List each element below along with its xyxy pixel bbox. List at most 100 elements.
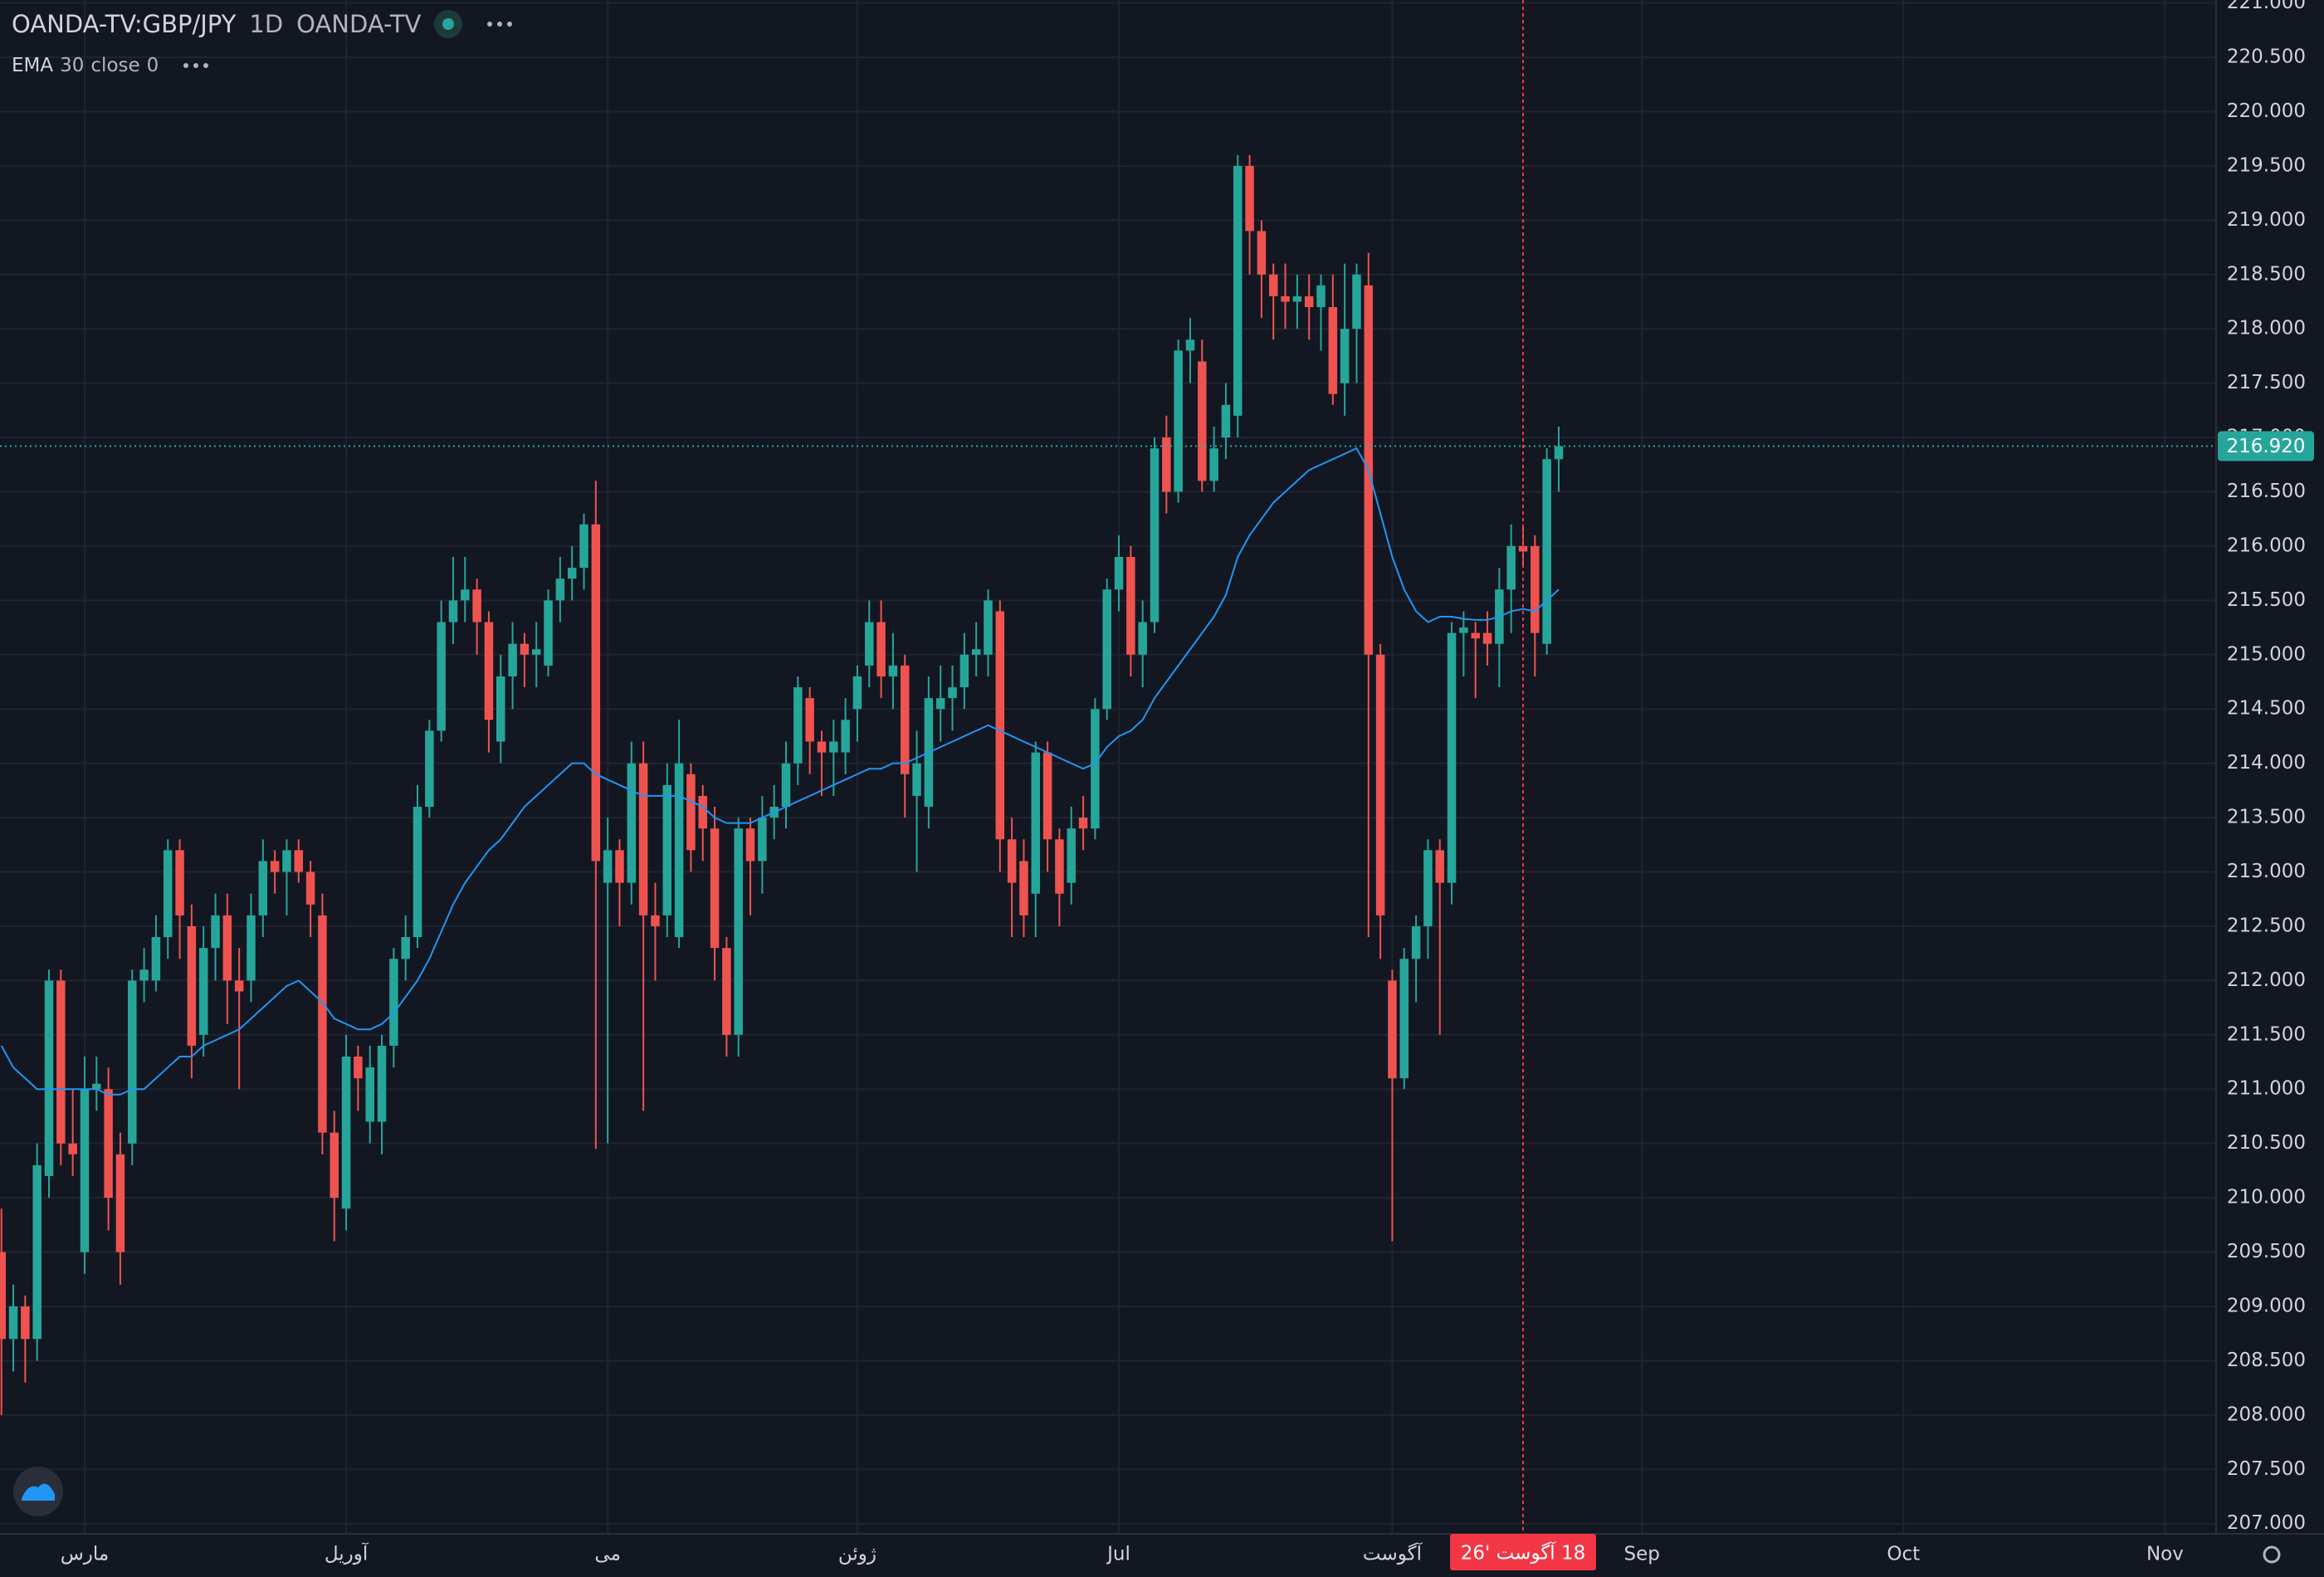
more-button[interactable]	[487, 22, 513, 27]
candle-body	[1375, 654, 1385, 915]
candle-body	[163, 850, 173, 938]
indicator-row: EMA 30 close 0	[12, 55, 209, 76]
candle	[1292, 274, 1302, 330]
candle	[686, 763, 696, 872]
candle	[1042, 741, 1052, 872]
candle	[425, 720, 434, 818]
x-tick-label: Jul	[1106, 1544, 1130, 1565]
candle-body	[508, 643, 517, 676]
candle	[1542, 448, 1551, 655]
candle-body	[1102, 589, 1111, 710]
y-tick-label: 213.000	[2227, 861, 2306, 882]
candle	[508, 622, 517, 710]
candle-body	[1091, 709, 1100, 829]
candle	[318, 893, 327, 1155]
candle	[92, 1056, 101, 1111]
candle	[175, 839, 184, 959]
candle-body	[294, 850, 304, 872]
candle-body	[1316, 285, 1326, 308]
candle	[1078, 795, 1088, 851]
candle	[1411, 915, 1421, 1003]
candle	[461, 557, 470, 622]
candle	[389, 948, 398, 1068]
candle	[1091, 698, 1100, 840]
candle	[662, 763, 672, 938]
candle-body	[354, 1056, 363, 1079]
candle-body	[1198, 361, 1207, 481]
candle	[1506, 524, 1516, 633]
candle-body	[1447, 632, 1457, 883]
indicator-name[interactable]: EMA	[12, 55, 54, 76]
candle	[198, 925, 208, 1057]
y-tick-label: 215.000	[2227, 643, 2306, 665]
candle-body	[1459, 627, 1468, 633]
candle-body	[1150, 448, 1160, 622]
indicator-offset: 0	[146, 55, 159, 76]
candle	[876, 600, 886, 699]
candle-body	[984, 600, 993, 655]
y-tick-label: 215.500	[2227, 589, 2306, 611]
symbol[interactable]: OANDA-TV:GBP/JPY	[12, 10, 237, 38]
candle	[829, 720, 838, 796]
candle	[852, 665, 862, 742]
candle	[579, 513, 588, 590]
candle	[21, 1295, 30, 1383]
candle	[472, 579, 481, 655]
candle-body	[1233, 165, 1243, 416]
candle	[1268, 263, 1278, 340]
candle	[1245, 154, 1254, 275]
candle	[959, 632, 969, 710]
candle	[354, 1045, 363, 1111]
candle-body	[971, 649, 981, 655]
y-tick-label: 208.500	[2227, 1350, 2306, 1371]
candle-body	[401, 937, 410, 959]
candle	[401, 915, 410, 981]
y-tick-label: 208.000	[2227, 1404, 2306, 1425]
y-tick-label: 214.000	[2227, 752, 2306, 774]
candle-body	[234, 980, 244, 992]
candle	[841, 698, 850, 774]
candle-body	[1067, 828, 1076, 883]
candle-body	[1209, 448, 1218, 481]
candle	[1447, 622, 1457, 905]
candle-body	[865, 622, 874, 666]
indicator-more[interactable]	[183, 63, 209, 68]
candle-body	[1411, 925, 1421, 959]
candle	[1340, 263, 1350, 416]
y-tick-label: 218.500	[2227, 263, 2306, 285]
candle	[817, 730, 827, 796]
candle-body	[318, 915, 327, 1133]
x-tick-label: Sep	[1624, 1544, 1660, 1565]
candle	[1114, 535, 1124, 612]
candle-body	[484, 622, 494, 720]
candle-body	[1185, 339, 1195, 351]
candle-body	[900, 665, 910, 774]
candle-body	[615, 850, 624, 883]
candle-body	[1292, 295, 1302, 302]
candle-body	[21, 1306, 30, 1340]
candle	[305, 861, 315, 938]
candle-body	[448, 600, 458, 622]
candle	[1102, 579, 1111, 720]
candle-body	[781, 763, 791, 807]
candle	[758, 795, 767, 894]
candle-body	[1388, 980, 1397, 1079]
candle-body	[1042, 752, 1052, 840]
candle-body	[496, 676, 505, 742]
y-tick-label: 211.500	[2227, 1023, 2306, 1045]
candle	[1435, 839, 1444, 1035]
candle	[555, 557, 565, 622]
candle-body	[211, 915, 220, 949]
candle	[151, 915, 161, 992]
candle	[995, 600, 1005, 872]
settings-icon[interactable]	[2263, 1545, 2281, 1564]
candle-body	[734, 828, 743, 1035]
interval[interactable]: 1D	[249, 10, 284, 38]
candle-body	[1399, 959, 1409, 1079]
candle	[139, 948, 149, 1003]
last-price-box	[2218, 431, 2314, 461]
candle-body	[888, 665, 898, 676]
candle	[448, 557, 458, 644]
x-tick-label: Nov	[2146, 1544, 2184, 1565]
